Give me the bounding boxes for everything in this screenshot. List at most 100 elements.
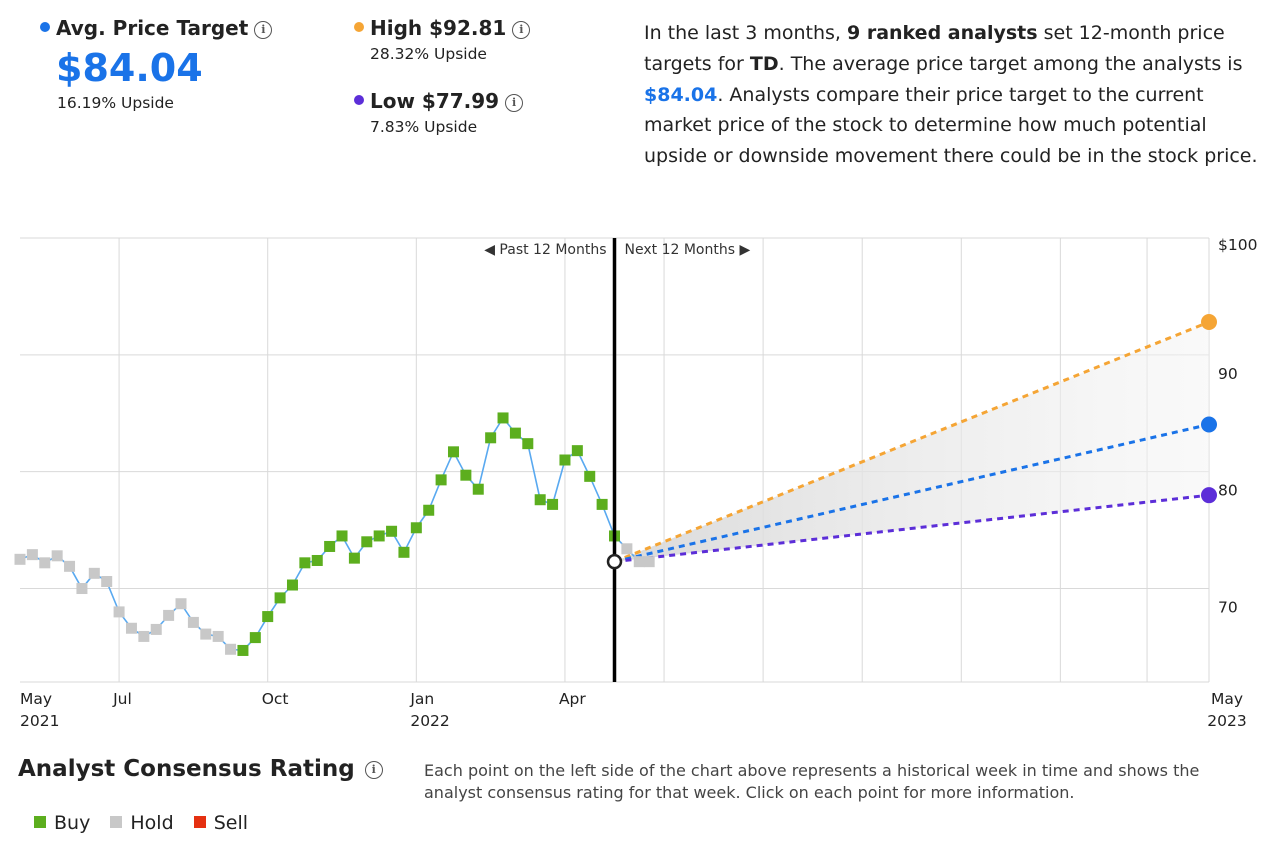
consensus-rating-description: Each point on the left side of the chart… [424, 761, 1200, 802]
rating-point-buy[interactable] [410, 522, 422, 534]
high-label: High $92.81 [370, 16, 507, 40]
x-tick-label: May [1211, 690, 1243, 708]
rating-point-buy[interactable] [249, 632, 261, 644]
low-price-target: Low $77.99 i 7.83% Upside [354, 89, 524, 136]
rating-point-buy[interactable] [348, 552, 360, 564]
projection-area [614, 322, 1209, 562]
rating-point-hold[interactable] [113, 606, 125, 618]
rating-point-buy[interactable] [534, 494, 546, 506]
low-target-marker[interactable] [1201, 487, 1217, 504]
price-target-description: In the last 3 months, 9 ranked analysts … [644, 22, 1258, 168]
low-label: Low $77.99 [370, 89, 500, 113]
rating-point-hold[interactable] [163, 609, 175, 621]
rating-point-buy[interactable] [596, 498, 608, 510]
high-price-target: High $92.81 i 28.32% Upside [354, 16, 531, 63]
avg-target-inline: $84.04 [644, 83, 718, 106]
y-tick-label: $100 [1218, 236, 1257, 254]
sell-swatch [193, 816, 206, 828]
rating-point-hold[interactable] [225, 643, 237, 655]
rating-point-buy[interactable] [571, 445, 583, 457]
rating-point-hold[interactable] [51, 550, 63, 562]
y-tick-label: 70 [1218, 599, 1238, 617]
rating-point-buy[interactable] [373, 530, 385, 542]
rating-point-hold[interactable] [212, 630, 224, 642]
rating-point-buy[interactable] [509, 427, 521, 439]
rating-point-buy[interactable] [336, 530, 348, 542]
x-tick-label: Apr [559, 690, 586, 708]
legend-sell[interactable]: Sell [193, 812, 248, 834]
rating-point-buy[interactable] [324, 540, 336, 552]
rating-point-buy[interactable] [497, 412, 509, 424]
history-series [14, 412, 655, 656]
rating-point-hold[interactable] [101, 576, 113, 588]
rating-point-buy[interactable] [472, 483, 484, 495]
rating-point-hold[interactable] [64, 560, 76, 572]
rating-point-buy[interactable] [460, 469, 472, 481]
analyst-count: 9 ranked analysts [847, 22, 1038, 44]
x-tick-label: Jan [409, 690, 434, 708]
rating-point-hold[interactable] [150, 623, 162, 635]
rating-point-buy[interactable] [547, 498, 559, 510]
rating-point-buy[interactable] [274, 592, 286, 604]
rating-point-buy[interactable] [423, 504, 435, 516]
rating-point-buy[interactable] [311, 554, 323, 566]
avg-target-marker[interactable] [1201, 416, 1217, 433]
high-target-marker[interactable] [1201, 314, 1217, 331]
rating-point-hold[interactable] [175, 598, 187, 610]
rating-point-hold[interactable] [14, 553, 26, 565]
info-circle-icon[interactable]: i [364, 761, 383, 779]
rating-point-hold[interactable] [633, 556, 645, 568]
rating-point-hold[interactable] [138, 630, 150, 642]
rating-point-buy[interactable] [485, 432, 497, 444]
rating-point-buy[interactable] [522, 438, 534, 450]
ticker: TD [749, 52, 779, 75]
hold-swatch [110, 816, 123, 828]
rating-point-hold[interactable] [88, 567, 100, 579]
rating-point-hold[interactable] [76, 583, 88, 595]
rating-point-buy[interactable] [262, 611, 274, 623]
avg-projection-line [614, 423, 1210, 564]
info-circle-icon[interactable]: i [512, 21, 531, 39]
rating-point-hold[interactable] [200, 628, 212, 640]
y-tick-label: 80 [1218, 482, 1238, 500]
info-circle-icon[interactable]: i [505, 94, 524, 112]
projection-cone [613, 320, 1210, 564]
legend-hold[interactable]: Hold [110, 812, 174, 834]
x-tick-year-label: 2022 [410, 712, 449, 730]
price-target-chart: ◀ Past 12 Months Next 12 Months ▶ $100 90 8… [14, 236, 1257, 730]
rating-point-hold[interactable] [125, 622, 137, 634]
rating-point-buy[interactable] [559, 454, 571, 466]
high-upside: 28.32% Upside [370, 45, 487, 63]
rating-point-buy[interactable] [299, 557, 311, 569]
rating-point-hold[interactable] [26, 549, 38, 561]
rating-point-buy[interactable] [584, 470, 596, 482]
rating-point-buy[interactable] [286, 579, 298, 591]
legend-buy[interactable]: Buy [34, 812, 90, 834]
rating-point-buy[interactable] [361, 536, 373, 548]
buy-swatch [34, 816, 46, 828]
rating-point-buy[interactable] [386, 525, 398, 537]
rating-point-hold[interactable] [187, 616, 199, 628]
rating-point-buy[interactable] [435, 474, 447, 486]
high-dot [354, 22, 364, 32]
x-tick-label: Jul [112, 690, 132, 708]
rating-point-hold[interactable] [643, 556, 655, 568]
rating-point-hold[interactable] [39, 557, 51, 569]
high-projection-line [613, 320, 1210, 564]
low-dot [354, 95, 364, 105]
x-tick-label: May [20, 690, 52, 708]
low-projection-line [614, 493, 1210, 564]
avg-label: Avg. Price Target [56, 16, 249, 40]
rating-point-buy[interactable] [447, 446, 459, 458]
avg-dot [40, 22, 50, 32]
rating-point-buy[interactable] [398, 546, 410, 558]
rating-point-hold[interactable] [621, 543, 633, 555]
x-tick-year-label: 2023 [1207, 712, 1246, 730]
target-markers [1201, 314, 1217, 504]
info-circle-icon[interactable]: i [254, 21, 273, 39]
next-12-months-label: Next 12 Months ▶ [625, 242, 751, 258]
current-price-marker [606, 553, 623, 570]
rating-point-buy[interactable] [237, 644, 249, 656]
history-line [19, 416, 650, 652]
low-upside: 7.83% Upside [370, 118, 478, 136]
